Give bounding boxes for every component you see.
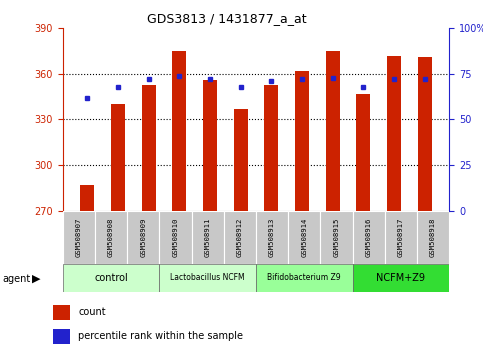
Bar (63, 264, 159, 292)
Text: percentile rank within the sample: percentile rank within the sample (78, 331, 243, 342)
Bar (418, 57, 432, 211)
Bar (192, 211, 224, 264)
Text: GSM508916: GSM508916 (366, 217, 372, 257)
Bar (95, 211, 127, 264)
Text: GSM508918: GSM508918 (430, 217, 436, 257)
Text: GDS3813 / 1431877_a_at: GDS3813 / 1431877_a_at (147, 12, 307, 25)
Bar (142, 85, 156, 211)
Text: agent: agent (2, 274, 30, 284)
Text: GSM508908: GSM508908 (108, 217, 114, 257)
Bar (159, 264, 256, 292)
Bar (326, 51, 340, 211)
Bar (111, 104, 125, 211)
Text: GSM508912: GSM508912 (237, 217, 243, 257)
Bar (256, 264, 353, 292)
Text: GSM508915: GSM508915 (333, 217, 340, 257)
Bar (80, 185, 94, 211)
Text: GSM508913: GSM508913 (269, 217, 275, 257)
Bar (53, 329, 70, 344)
Text: Lactobacillus NCFM: Lactobacillus NCFM (170, 273, 245, 282)
Bar (264, 85, 278, 211)
Text: GSM508914: GSM508914 (301, 217, 307, 257)
Bar (387, 56, 401, 211)
Bar (172, 51, 186, 211)
Bar (295, 71, 309, 211)
Bar (159, 211, 192, 264)
Bar (417, 211, 449, 264)
Text: count: count (78, 307, 106, 317)
Text: GSM508910: GSM508910 (172, 217, 179, 257)
Bar (234, 109, 248, 211)
Bar (320, 211, 353, 264)
Bar (288, 211, 320, 264)
Text: GSM508907: GSM508907 (76, 217, 82, 257)
Text: Bifidobacterium Z9: Bifidobacterium Z9 (268, 273, 341, 282)
Bar (353, 264, 449, 292)
Text: GSM508909: GSM508909 (140, 217, 146, 257)
Bar (356, 94, 370, 211)
Bar (385, 211, 417, 264)
Text: control: control (94, 273, 128, 283)
Text: GSM508911: GSM508911 (205, 217, 211, 257)
Bar (224, 211, 256, 264)
Bar (256, 211, 288, 264)
Text: NCFM+Z9: NCFM+Z9 (376, 273, 426, 283)
Bar (53, 304, 70, 320)
Bar (127, 211, 159, 264)
Bar (63, 211, 95, 264)
Text: GSM508917: GSM508917 (398, 217, 404, 257)
Bar (203, 80, 217, 211)
Text: ▶: ▶ (32, 274, 41, 284)
Bar (353, 211, 385, 264)
